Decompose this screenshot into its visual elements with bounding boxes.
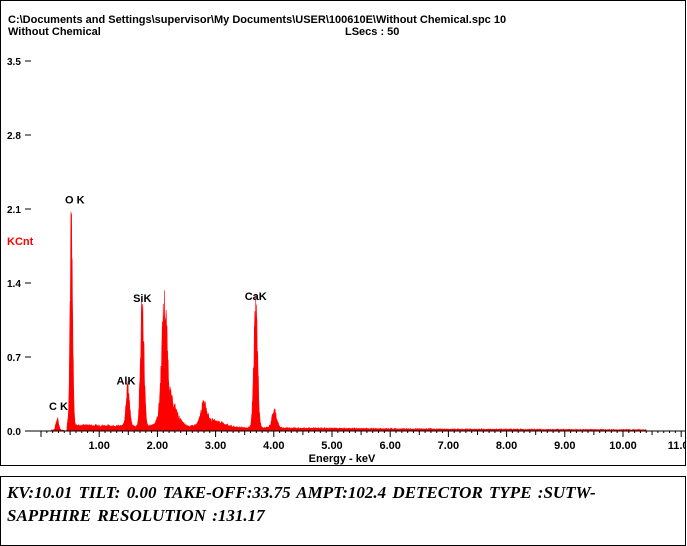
- y-tick-label: 0.7: [7, 353, 21, 364]
- acquisition-info-panel: KV:10.01 TILT: 0.00 TAKE-OFF:33.75 AMPT:…: [0, 476, 686, 546]
- peak-label: AlK: [116, 375, 135, 387]
- x-tick-label: 6.00: [379, 440, 400, 452]
- x-tick-label: 8.00: [496, 440, 517, 452]
- x-tick-label: 2.00: [147, 440, 168, 452]
- peak-label: SiK: [133, 293, 151, 305]
- x-tick-label: 1.00: [88, 440, 109, 452]
- acquisition-info-text: KV:10.01 TILT: 0.00 TAKE-OFF:33.75 AMPT:…: [7, 483, 596, 525]
- x-tick-label: 5.00: [321, 440, 342, 452]
- x-tick-label: 4.00: [263, 440, 284, 452]
- y-tick-label: 3.5: [7, 57, 21, 68]
- spectrum-chart: 0.0 0.7 1.4 2.1 2.8 3.5 1.00 2.00 3.00 4.00 5.00 6…: [7, 57, 686, 465]
- spectrum-trace: [41, 211, 647, 432]
- y-axis-label: KCnt: [7, 236, 34, 248]
- x-tick-label: 9.00: [554, 440, 575, 452]
- peak-label: CaK: [245, 291, 267, 303]
- y-tick-label: 2.1: [7, 205, 21, 216]
- x-tick-label: 11.00: [668, 440, 686, 452]
- peak-label: O K: [65, 195, 85, 207]
- y-tick-label: 0.0: [7, 427, 21, 438]
- x-tick-label: 10.00: [609, 440, 637, 452]
- x-tick-label: 3.00: [205, 440, 226, 452]
- x-tick-label: 7.00: [438, 440, 459, 452]
- y-tick-label: 2.8: [7, 131, 21, 142]
- x-axis-label: Energy - keV: [309, 453, 376, 465]
- y-tick-label: 1.4: [7, 279, 21, 290]
- spectrum-name: Without Chemical: [8, 26, 101, 38]
- live-seconds: LSecs : 50: [345, 26, 400, 38]
- peak-label: C K: [49, 401, 68, 413]
- file-path: C:\Documents and Settings\supervisor\My …: [8, 14, 507, 26]
- spectrum-panel: 0.0 0.7 1.4 2.1 2.8 3.5 1.00 2.00 3.00 4.00 5.00 6…: [0, 0, 686, 466]
